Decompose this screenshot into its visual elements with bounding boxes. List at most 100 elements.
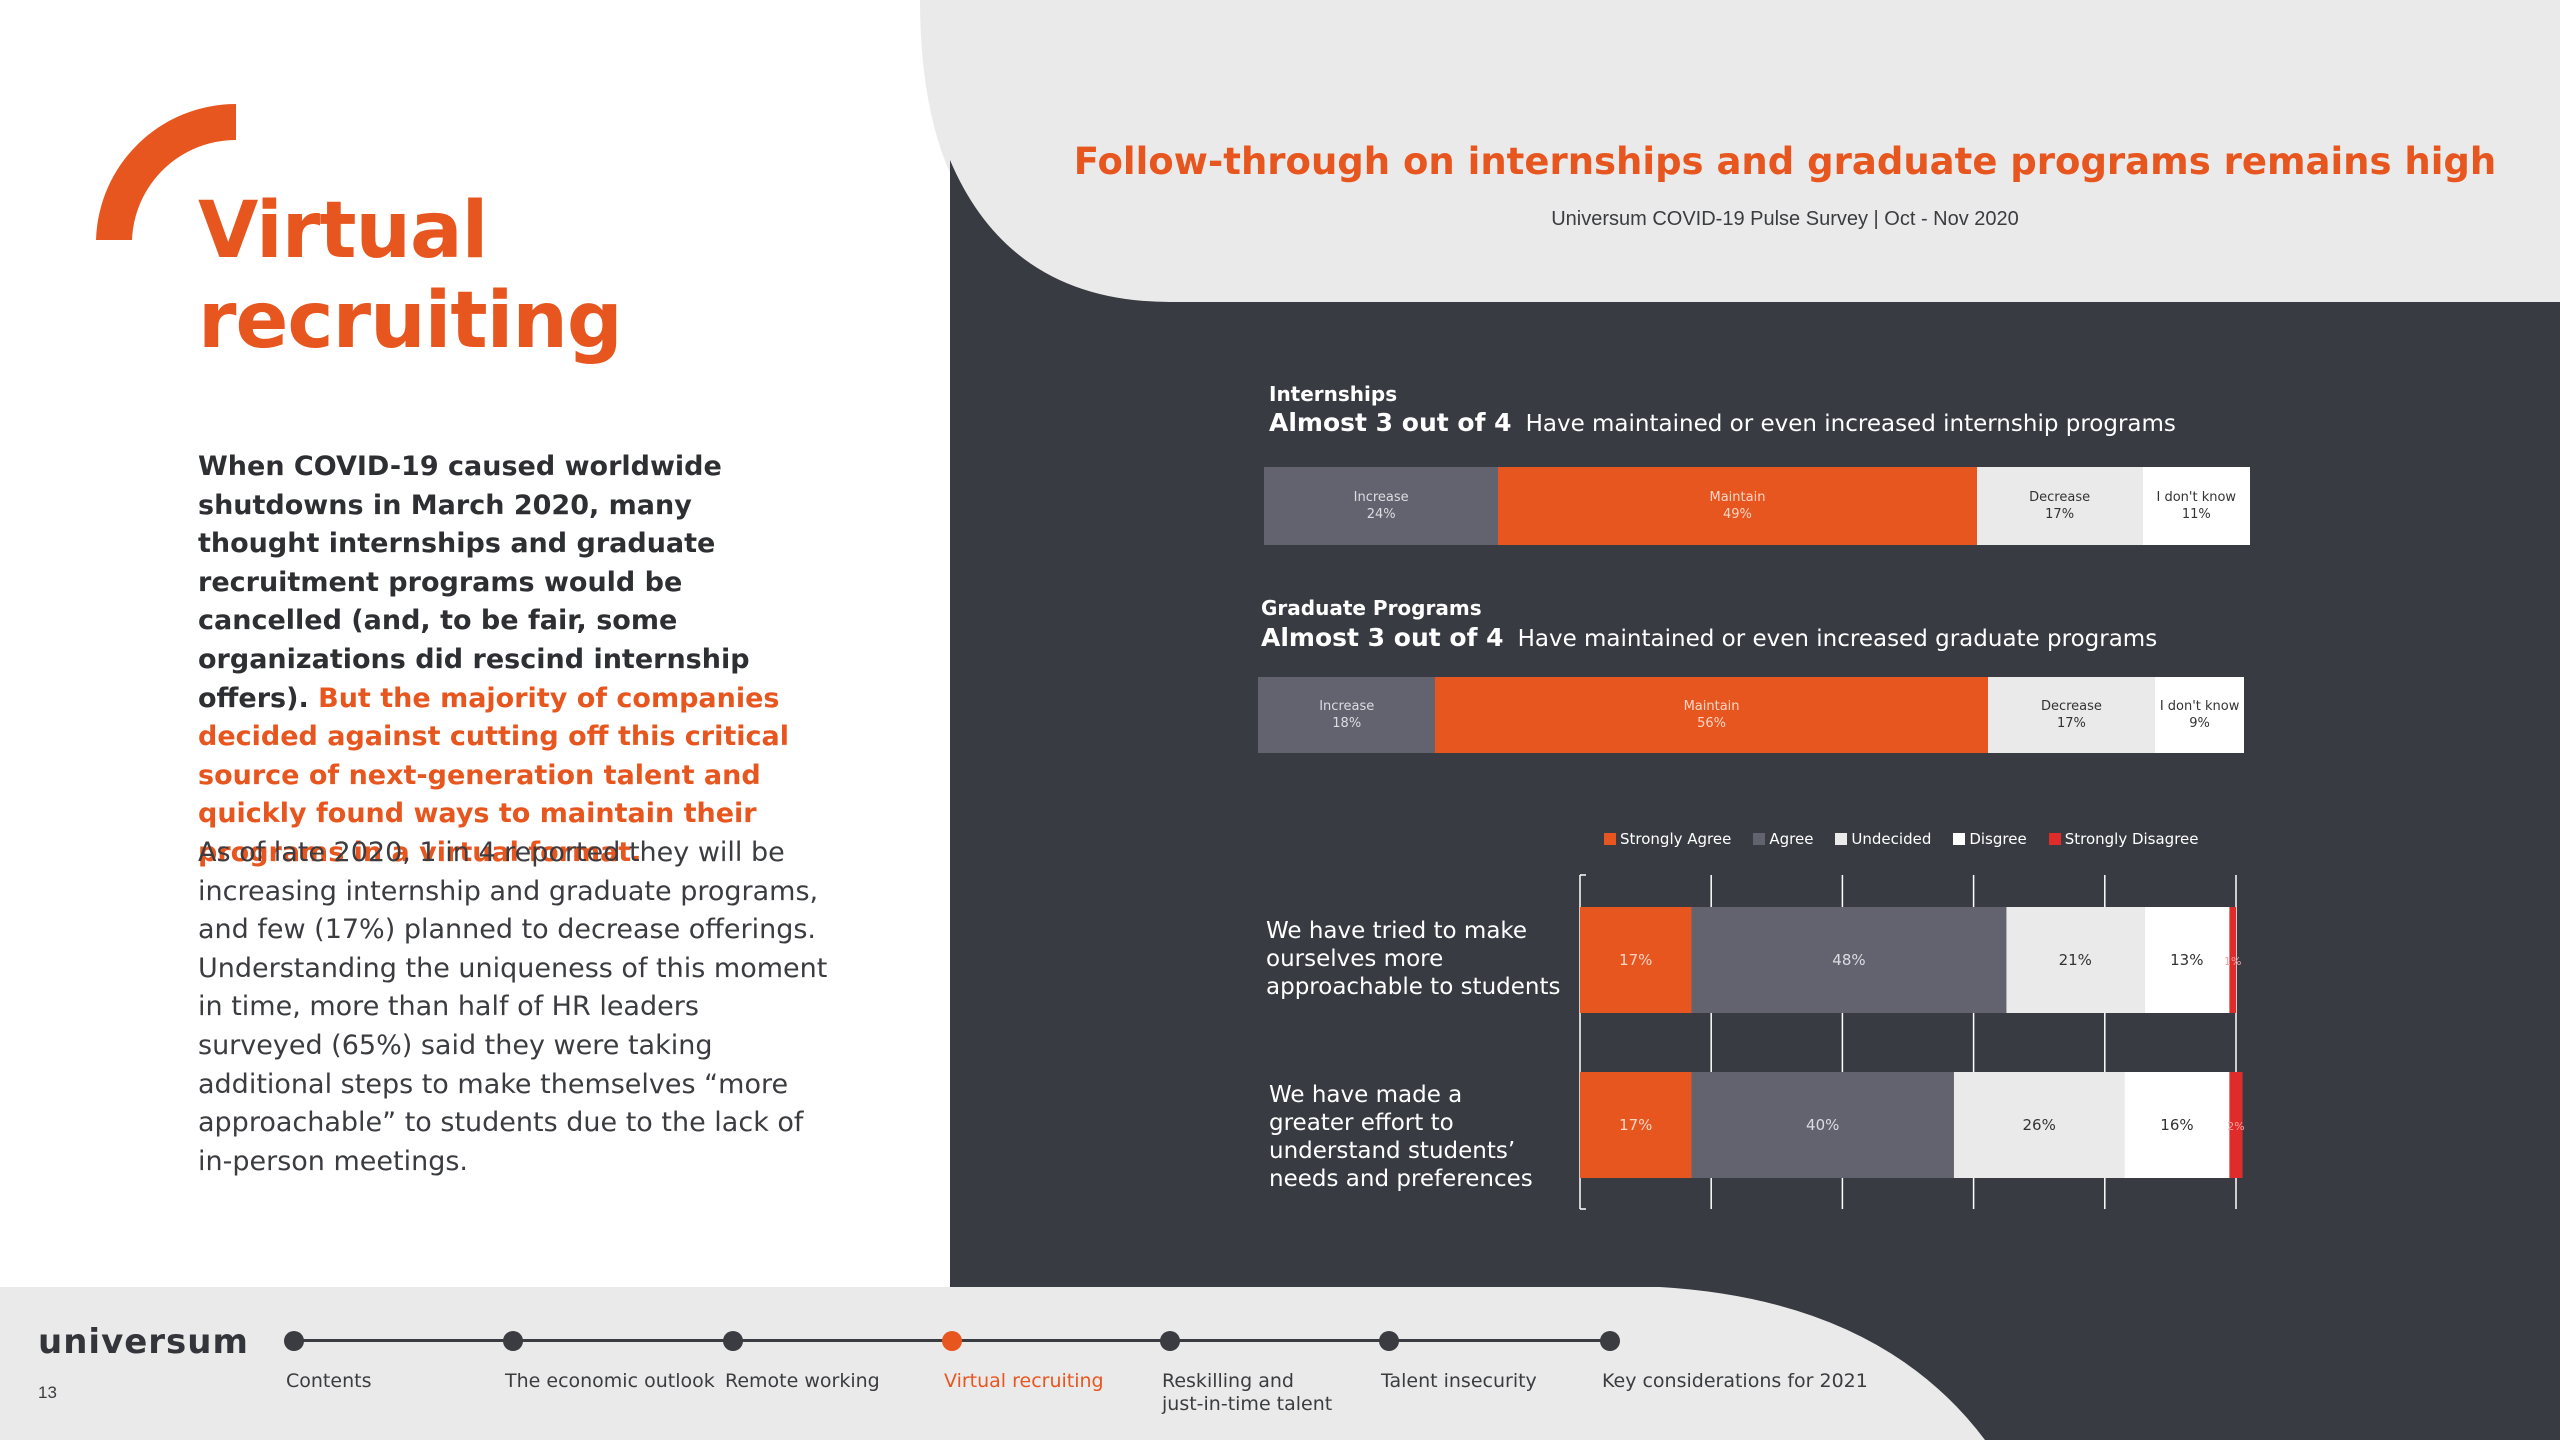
likert-bar-segment <box>1691 907 2007 1013</box>
nav-link-reskilling-and-just-in-time-talent[interactable]: Reskilling and just-in-time talent <box>1162 1370 1333 1415</box>
internships-label: Internships <box>1269 382 1398 406</box>
internships-headline: Almost 3 out of 4 Have maintained or even… <box>1269 408 2176 437</box>
nav-link-contents[interactable]: Contents <box>286 1370 372 1392</box>
segment-name: Maintain <box>1683 699 1740 714</box>
likert-question-1: We have tried to make ourselves more app… <box>1266 918 1561 1000</box>
nav-dot[interactable] <box>723 1331 743 1351</box>
likert-bar-segment <box>2124 1072 2230 1178</box>
internships-stacked-bar: Increase 24% Maintain 49% Decrease 17% I don't… <box>1264 467 2250 545</box>
intro-paragraph: When COVID-19 caused worldwide shutdowns… <box>198 448 818 873</box>
legend-item: Agree <box>1753 830 1813 848</box>
segment-value: 24% <box>1366 507 1396 522</box>
segment-name: I don't know <box>2159 699 2240 714</box>
likert-value-label: 21% <box>2059 951 2092 969</box>
legend-label: Agree <box>1769 830 1814 848</box>
segment-value: 17% <box>2056 716 2086 731</box>
likert-question-2: We have made a greater effort to underst… <box>1269 1082 1533 1192</box>
orange-arc-decoration <box>96 104 236 240</box>
page-title-line-1: Virtual <box>198 186 488 276</box>
segment-name: Decrease <box>2029 490 2091 505</box>
likert-value-label: 13% <box>2170 951 2203 969</box>
universum-logo: universum <box>38 1322 249 1362</box>
segment-value: 17% <box>2045 507 2075 522</box>
bar-segment-maintain: Maintain 56% <box>1435 677 1988 753</box>
nav-dot[interactable] <box>1160 1331 1180 1351</box>
legend-swatch <box>1835 833 1848 845</box>
body-paragraph: As of late 2020, 1 in 4 reported they wi… <box>198 837 828 1177</box>
likert-value-label: 48% <box>1832 951 1865 969</box>
likert-bar-segment <box>2144 907 2230 1013</box>
bar-segment-maintain: Maintain 49% <box>1498 467 1977 545</box>
internships-headline-bold: Almost 3 out of 4 <box>1269 408 1512 437</box>
graduate-headline: Almost 3 out of 4 Have maintained or even… <box>1261 623 2157 652</box>
intro-text: When COVID-19 caused worldwide shutdowns… <box>198 451 750 714</box>
legend-swatch <box>2048 833 2061 845</box>
segment-name: Increase <box>1319 699 1375 714</box>
page-number: 13 <box>38 1383 57 1402</box>
legend-item: Strongly Agree <box>1604 830 1731 848</box>
likert-bar-segment <box>1580 1072 1692 1178</box>
light-header-blob <box>920 0 2560 302</box>
segment-name: Decrease <box>2040 699 2102 714</box>
nav-link-virtual-recruiting[interactable]: Virtual recruiting <box>944 1370 1104 1392</box>
graduate-headline-bold: Almost 3 out of 4 <box>1261 623 1504 652</box>
segment-name: I don't know <box>2156 490 2237 505</box>
graduate-headline-text: Have maintained or even increased gradua… <box>1517 626 2158 652</box>
chart-subtitle: Universum COVID-19 Pulse Survey | Oct - … <box>1551 208 2019 230</box>
segment-value: 18% <box>1332 716 1362 731</box>
footer-band <box>0 1287 1985 1440</box>
legend-item: Strongly Disagree <box>2048 830 2199 848</box>
segment-value: 11% <box>2181 507 2211 522</box>
likert-bar-segment <box>2229 1072 2243 1178</box>
legend-label: Undecided <box>1851 830 1932 848</box>
likert-bar-segment <box>2229 907 2236 1013</box>
nav-dot[interactable] <box>284 1331 304 1351</box>
nav-link-key-considerations-for-2021[interactable]: Key considerations for 2021 <box>1602 1370 1868 1392</box>
legend-label: Strongly Disagree <box>2064 830 2199 848</box>
nav-dot[interactable] <box>503 1331 523 1351</box>
graduate-programs-label: Graduate Programs <box>1261 596 1482 620</box>
legend-label: Disgree <box>1969 830 2027 848</box>
nav-link-talent-insecurity[interactable]: Talent insecurity <box>1381 1370 1537 1392</box>
bar-segment-increase: Increase 18% <box>1258 677 1436 753</box>
page-title-line-2: recruiting <box>198 276 623 366</box>
nav-link-remote-working[interactable]: Remote working <box>725 1370 880 1392</box>
bar-segment-i-don-t-know: I don't know 9% <box>2155 677 2244 753</box>
legend-label: Strongly Agree <box>1620 830 1732 848</box>
nav-link-the-economic-outlook[interactable]: The economic outlook <box>505 1370 715 1392</box>
segment-name: Maintain <box>1709 490 1766 505</box>
legend-swatch <box>1753 833 1766 845</box>
likert-chart: 17% 48% 21% 13% 1% 17% 40% 26% 16% 2% <box>1579 874 2245 1210</box>
nav-dot[interactable] <box>1379 1331 1399 1351</box>
likert-value-label: 16% <box>2160 1116 2193 1134</box>
bar-segment-i-don-t-know: I don't know 11% <box>2142 467 2250 545</box>
legend-item: Disgree <box>1953 830 2027 848</box>
likert-value-label: 26% <box>2023 1116 2056 1134</box>
segment-value: 56% <box>1697 716 1726 731</box>
legend-swatch <box>1953 833 1966 845</box>
likert-bar-segment <box>2006 907 2145 1013</box>
legend-swatch <box>1604 833 1616 845</box>
bar-segment-decrease: Decrease 17% <box>1987 677 2156 753</box>
likert-value-label: 17% <box>1619 951 1652 969</box>
likert-bar-segment <box>1691 1072 1954 1178</box>
likert-value-label: 17% <box>1619 1116 1652 1134</box>
dark-panel <box>950 160 2560 1440</box>
likert-bar-segment <box>1580 907 1692 1013</box>
graduate-stacked-bar: Increase 18% Maintain 56% Decrease 17% I don't… <box>1258 677 2244 753</box>
bar-segment-decrease: Decrease 17% <box>1976 467 2143 545</box>
segment-value: 49% <box>1723 507 1752 522</box>
internships-headline-text: Have maintained or even increased intern… <box>1525 411 2176 437</box>
bar-segment-increase: Increase 24% <box>1264 467 1499 545</box>
likert-value-label: 2% <box>2227 1120 2244 1133</box>
likert-bar-segment <box>1953 1072 2125 1178</box>
likert-value-label: 1% <box>2224 955 2241 968</box>
segment-name: Increase <box>1353 490 1409 505</box>
intro-highlight: But the majority of companies decided ag… <box>198 682 790 868</box>
segment-value: 9% <box>2189 716 2210 731</box>
nav-dot[interactable] <box>1600 1331 1620 1351</box>
nav-dot[interactable] <box>942 1331 962 1351</box>
likert-value-label: 40% <box>1806 1116 1839 1134</box>
likert-legend: Strongly Agree Agree Undecided Disgree Stron… <box>1604 830 2199 848</box>
legend-item: Undecided <box>1835 830 1931 848</box>
